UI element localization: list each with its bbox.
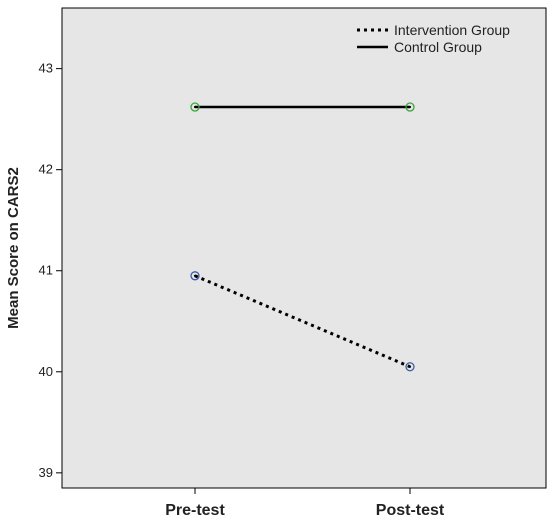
data-point-0-1 xyxy=(405,362,415,372)
y-axis-title: Mean Score on CARS2 xyxy=(5,167,22,329)
data-point-dot-0-1 xyxy=(408,365,412,368)
x-axis: Pre-test Post-test xyxy=(165,488,445,519)
legend: Intervention Group Control Group xyxy=(357,22,510,55)
y-tick-label-41: 41 xyxy=(39,263,53,278)
y-tick-label-42: 42 xyxy=(39,162,53,177)
data-point-0-0 xyxy=(190,271,200,281)
data-point-dot-0-0 xyxy=(193,274,197,277)
y-tick-label-39: 39 xyxy=(39,465,53,480)
series-layer xyxy=(190,102,415,372)
y-tick-label-43: 43 xyxy=(39,61,53,76)
data-point-dot-1-1 xyxy=(408,105,412,109)
x-tick-label-1: Post-test xyxy=(376,502,445,519)
data-point-1-1 xyxy=(405,102,415,112)
plot-area xyxy=(61,7,547,489)
legend-label-intervention: Intervention Group xyxy=(394,22,510,38)
data-point-dot-1-0 xyxy=(193,105,197,109)
y-tick-label-40: 40 xyxy=(39,364,53,379)
y-axis: 39 40 41 42 43 xyxy=(39,61,62,480)
x-tick-label-0: Pre-test xyxy=(165,502,225,519)
legend-label-control: Control Group xyxy=(394,39,482,55)
data-point-1-0 xyxy=(190,102,200,112)
